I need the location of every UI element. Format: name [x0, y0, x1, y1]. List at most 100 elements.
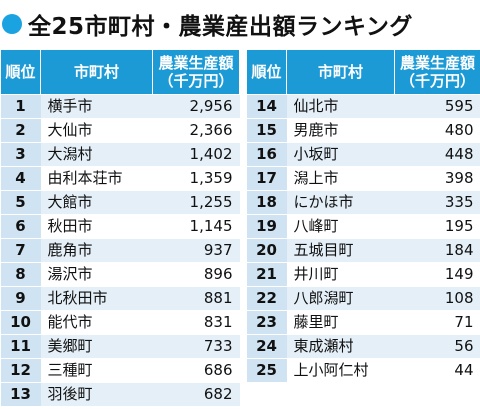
municipality-cell: 仙北市	[286, 94, 395, 119]
output-value-cell: 108	[394, 286, 480, 311]
rank-cell: 13	[0, 382, 41, 407]
table-row: 6 秋田市 1,145	[0, 214, 240, 239]
table-row: 15 男鹿市 480	[246, 118, 480, 143]
municipality-cell: 由利本荘市	[40, 166, 153, 191]
rank-cell: 1	[0, 94, 41, 119]
output-value-cell: 682	[152, 382, 240, 407]
output-value-cell: 71	[394, 310, 480, 335]
header-output-line2: （千万円）	[399, 72, 475, 90]
header-output: 農業生産額 （千万円）	[152, 49, 240, 95]
municipality-cell: 八峰町	[286, 214, 395, 239]
municipality-cell: 大仙市	[40, 118, 153, 143]
table-row: 8 湯沢市 896	[0, 262, 240, 287]
municipality-cell: 小坂町	[286, 142, 395, 167]
output-value-cell: 44	[394, 358, 480, 383]
rank-cell: 3	[0, 142, 41, 167]
rank-cell: 7	[0, 238, 41, 263]
page-title: 全25市町村・農業産出額ランキング	[28, 14, 413, 40]
rank-cell: 12	[0, 358, 41, 383]
ranking-table-left: 順位 市町村 農業生産額 （千万円） 1 横手市 2,956 2 大仙市 2,366 3 大潟…	[0, 49, 240, 407]
header-output-line1: 農業生産額	[399, 54, 475, 72]
output-value-cell: 184	[394, 238, 480, 263]
output-value-cell: 398	[394, 166, 480, 191]
output-value-cell: 2,366	[152, 118, 240, 143]
rank-cell: 6	[0, 214, 41, 239]
output-value-cell: 595	[394, 94, 480, 119]
table-row: 22 八郎潟町 108	[246, 286, 480, 311]
table-row: 3 大潟村 1,402	[0, 142, 240, 167]
header-row: 順位 市町村 農業生産額 （千万円）	[0, 49, 240, 95]
header-output-line1: 農業生産額	[158, 54, 234, 72]
municipality-cell: 鹿角市	[40, 238, 153, 263]
table-row: 11 美郷町 733	[0, 334, 240, 359]
table-row: 25 上小阿仁村 44	[246, 358, 480, 383]
rank-cell: 11	[0, 334, 41, 359]
table-row: 13 羽後町 682	[0, 382, 240, 407]
output-value-cell: 733	[152, 334, 240, 359]
title-row: 全25市町村・農業産出額ランキング	[2, 4, 413, 44]
rank-cell: 8	[0, 262, 41, 287]
output-value-cell: 896	[152, 262, 240, 287]
table-row: 9 北秋田市 881	[0, 286, 240, 311]
municipality-cell: 八郎潟町	[286, 286, 395, 311]
rank-cell: 20	[246, 238, 287, 263]
table-body-right: 14 仙北市 595 15 男鹿市 480 16 小坂町 448 17 潟上市 398 18 にかほ市 33…	[246, 94, 480, 383]
rank-cell: 25	[246, 358, 287, 383]
header-municipality: 市町村	[286, 49, 395, 95]
municipality-cell: 五城目町	[286, 238, 395, 263]
table-row: 4 由利本荘市 1,359	[0, 166, 240, 191]
municipality-cell: 東成瀬村	[286, 334, 395, 359]
municipality-cell: 藤里町	[286, 310, 395, 335]
table-row: 17 潟上市 398	[246, 166, 480, 191]
output-value-cell: 195	[394, 214, 480, 239]
header-rank: 順位	[0, 49, 41, 95]
municipality-cell: 大潟村	[40, 142, 153, 167]
table-row: 19 八峰町 195	[246, 214, 480, 239]
table-row: 2 大仙市 2,366	[0, 118, 240, 143]
rank-cell: 2	[0, 118, 41, 143]
rank-cell: 24	[246, 334, 287, 359]
output-value-cell: 881	[152, 286, 240, 311]
output-value-cell: 2,956	[152, 94, 240, 119]
municipality-cell: 能代市	[40, 310, 153, 335]
output-value-cell: 1,255	[152, 190, 240, 215]
ranking-table-right: 順位 市町村 農業生産額 （千万円） 14 仙北市 595 15 男鹿市 480 16 小坂町…	[246, 49, 480, 383]
table-row: 1 横手市 2,956	[0, 94, 240, 119]
municipality-cell: 男鹿市	[286, 118, 395, 143]
table-row: 12 三種町 686	[0, 358, 240, 383]
municipality-cell: 羽後町	[40, 382, 153, 407]
output-value-cell: 1,145	[152, 214, 240, 239]
municipality-cell: 北秋田市	[40, 286, 153, 311]
table-row: 20 五城目町 184	[246, 238, 480, 263]
output-value-cell: 831	[152, 310, 240, 335]
municipality-cell: 横手市	[40, 94, 153, 119]
rank-cell: 9	[0, 286, 41, 311]
table-row: 18 にかほ市 335	[246, 190, 480, 215]
municipality-cell: 美郷町	[40, 334, 153, 359]
table-row: 21 井川町 149	[246, 262, 480, 287]
table-row: 5 大館市 1,255	[0, 190, 240, 215]
rank-cell: 21	[246, 262, 287, 287]
rank-cell: 23	[246, 310, 287, 335]
rank-cell: 4	[0, 166, 41, 191]
municipality-cell: 井川町	[286, 262, 395, 287]
output-value-cell: 1,359	[152, 166, 240, 191]
municipality-cell: 湯沢市	[40, 262, 153, 287]
municipality-cell: 秋田市	[40, 214, 153, 239]
table-body-left: 1 横手市 2,956 2 大仙市 2,366 3 大潟村 1,402 4 由利本荘市 1,359 5 大…	[0, 94, 240, 407]
municipality-cell: 大館市	[40, 190, 153, 215]
table-row: 23 藤里町 71	[246, 310, 480, 335]
header-rank: 順位	[246, 49, 287, 95]
rank-cell: 18	[246, 190, 287, 215]
output-value-cell: 686	[152, 358, 240, 383]
table-row: 24 東成瀬村 56	[246, 334, 480, 359]
header-row: 順位 市町村 農業生産額 （千万円）	[246, 49, 480, 95]
rank-cell: 14	[246, 94, 287, 119]
table-row: 10 能代市 831	[0, 310, 240, 335]
municipality-cell: 三種町	[40, 358, 153, 383]
header-municipality: 市町村	[40, 49, 153, 95]
table-row: 16 小坂町 448	[246, 142, 480, 167]
rank-cell: 22	[246, 286, 287, 311]
rank-cell: 10	[0, 310, 41, 335]
header-output-line2: （千万円）	[158, 72, 234, 90]
